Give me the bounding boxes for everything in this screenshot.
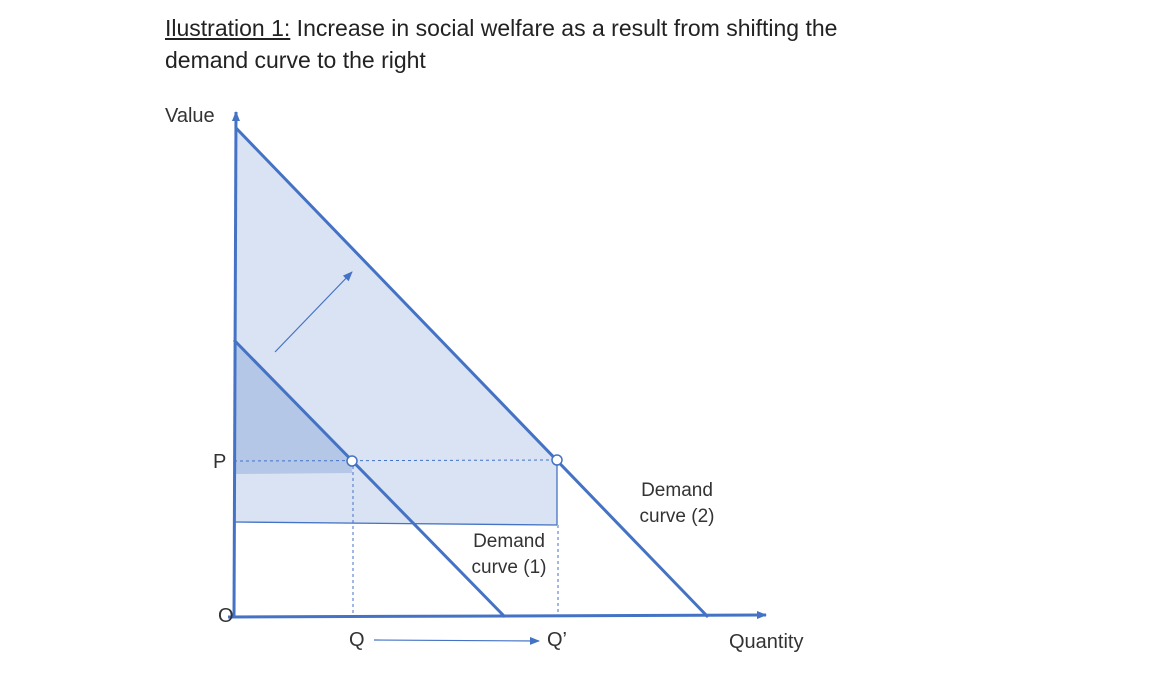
title-label: Ilustration 1:	[165, 15, 291, 41]
demand-curve-1	[232, 338, 507, 619]
x-axis	[227, 611, 767, 620]
consumer-surplus-area	[234, 340, 352, 474]
equilibrium-point-1	[346, 455, 358, 467]
demand-curve-2-label-line1: Demand	[641, 480, 713, 501]
q2-label: Q’	[547, 629, 567, 651]
equilibrium-point-2	[551, 454, 563, 466]
origin-label: O	[218, 605, 234, 627]
demand-curve-1-label-line1: Demand	[473, 531, 545, 552]
shift-arrow	[274, 271, 353, 353]
q-label: Q	[349, 629, 365, 651]
y-axis	[231, 111, 240, 618]
title-text: Increase in social welfare as a result f…	[290, 15, 838, 41]
diagram-title: Ilustration 1: Increase in social welfar…	[165, 12, 837, 76]
area-bottom-edge	[233, 521, 558, 526]
demand-curve-2-label-line2: curve (2)	[640, 506, 715, 527]
demand-curve-2	[234, 126, 710, 619]
price-label: P	[213, 451, 226, 473]
title-text-line2: demand curve to the right	[165, 47, 426, 73]
demand-curve-1-label-line2: curve (1)	[472, 557, 547, 578]
x-axis-label: Quantity	[729, 631, 803, 653]
quantity-shift-arrow	[373, 636, 540, 645]
y-axis-label: Value	[165, 105, 215, 127]
